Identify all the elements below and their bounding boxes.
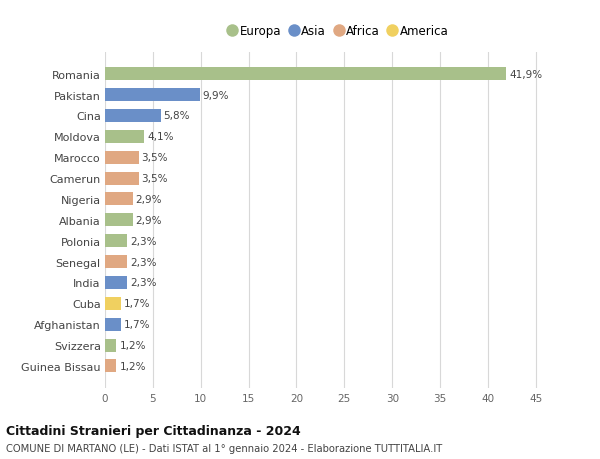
Text: 1,7%: 1,7%	[124, 319, 151, 330]
Bar	[105, 68, 506, 81]
Bar	[105, 172, 139, 185]
Text: 5,8%: 5,8%	[163, 111, 190, 121]
Text: 2,9%: 2,9%	[136, 195, 162, 204]
Text: 1,7%: 1,7%	[124, 299, 151, 308]
Bar	[105, 89, 200, 102]
Bar	[105, 151, 139, 164]
Bar	[105, 360, 116, 373]
Text: 2,3%: 2,3%	[130, 236, 157, 246]
Text: 9,9%: 9,9%	[203, 90, 229, 101]
Text: 3,5%: 3,5%	[142, 174, 168, 184]
Bar	[105, 339, 116, 352]
Bar	[105, 193, 133, 206]
Bar	[105, 256, 127, 269]
Text: 4,1%: 4,1%	[147, 132, 173, 142]
Text: 2,9%: 2,9%	[136, 215, 162, 225]
Text: COMUNE DI MARTANO (LE) - Dati ISTAT al 1° gennaio 2024 - Elaborazione TUTTITALIA: COMUNE DI MARTANO (LE) - Dati ISTAT al 1…	[6, 443, 442, 453]
Legend: Europa, Asia, Africa, America: Europa, Asia, Africa, America	[229, 25, 449, 38]
Text: Cittadini Stranieri per Cittadinanza - 2024: Cittadini Stranieri per Cittadinanza - 2…	[6, 424, 301, 437]
Text: 3,5%: 3,5%	[142, 153, 168, 163]
Bar	[105, 235, 127, 247]
Bar	[105, 110, 161, 123]
Text: 1,2%: 1,2%	[119, 340, 146, 350]
Text: 1,2%: 1,2%	[119, 361, 146, 371]
Bar	[105, 297, 121, 310]
Text: 41,9%: 41,9%	[509, 69, 542, 79]
Bar	[105, 130, 144, 144]
Bar	[105, 214, 133, 227]
Bar	[105, 318, 121, 331]
Text: 2,3%: 2,3%	[130, 257, 157, 267]
Bar	[105, 276, 127, 289]
Text: 2,3%: 2,3%	[130, 278, 157, 288]
